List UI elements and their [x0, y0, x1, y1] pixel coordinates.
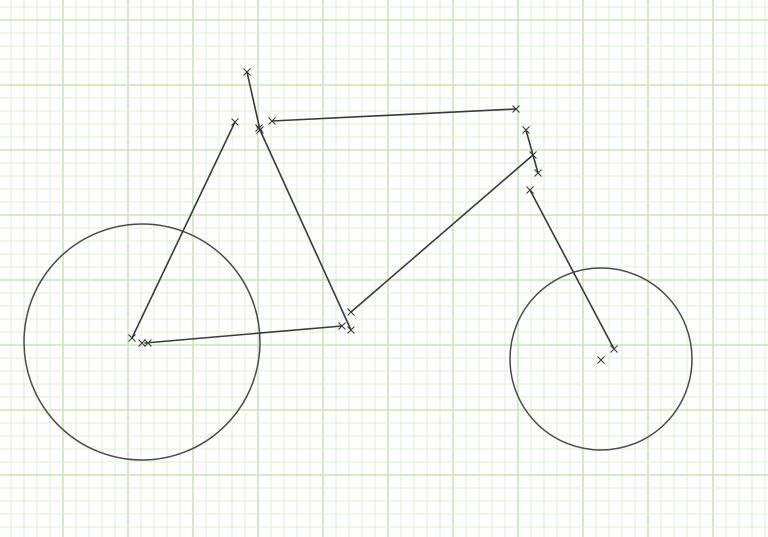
- down-tube[interactable]: [350, 154, 534, 313]
- bicycle-sketch: [23, 68, 693, 461]
- vertex-marker[interactable]: [144, 339, 152, 347]
- seat-stay[interactable]: [131, 121, 236, 339]
- vertex-marker[interactable]: [347, 308, 355, 316]
- vertex-marker[interactable]: [138, 339, 146, 347]
- vertex-marker[interactable]: [243, 68, 251, 76]
- vertex-marker[interactable]: [268, 117, 276, 125]
- rear-wheel[interactable]: [23, 223, 261, 461]
- vertex-marker[interactable]: [610, 345, 618, 353]
- seat-tube[interactable]: [259, 129, 352, 331]
- seat-post[interactable]: [246, 71, 261, 131]
- vertex-markers: [128, 68, 618, 364]
- vertex-marker[interactable]: [597, 356, 605, 364]
- vertex-marker[interactable]: [255, 124, 263, 132]
- top-tube[interactable]: [271, 108, 517, 122]
- vertex-marker[interactable]: [347, 326, 355, 334]
- vertex-marker[interactable]: [256, 126, 264, 134]
- vertex-marker[interactable]: [526, 186, 534, 194]
- vertex-marker[interactable]: [534, 169, 542, 177]
- vertex-marker[interactable]: [529, 151, 537, 159]
- vertex-marker[interactable]: [522, 126, 530, 134]
- vertex-marker[interactable]: [128, 334, 136, 342]
- head-tube[interactable]: [525, 129, 539, 174]
- vertex-marker[interactable]: [338, 322, 346, 330]
- vertex-marker[interactable]: [512, 105, 520, 113]
- front-wheel[interactable]: [509, 267, 693, 451]
- fork[interactable]: [529, 189, 615, 350]
- chain-stay[interactable]: [144, 325, 343, 344]
- vertex-marker[interactable]: [231, 118, 239, 126]
